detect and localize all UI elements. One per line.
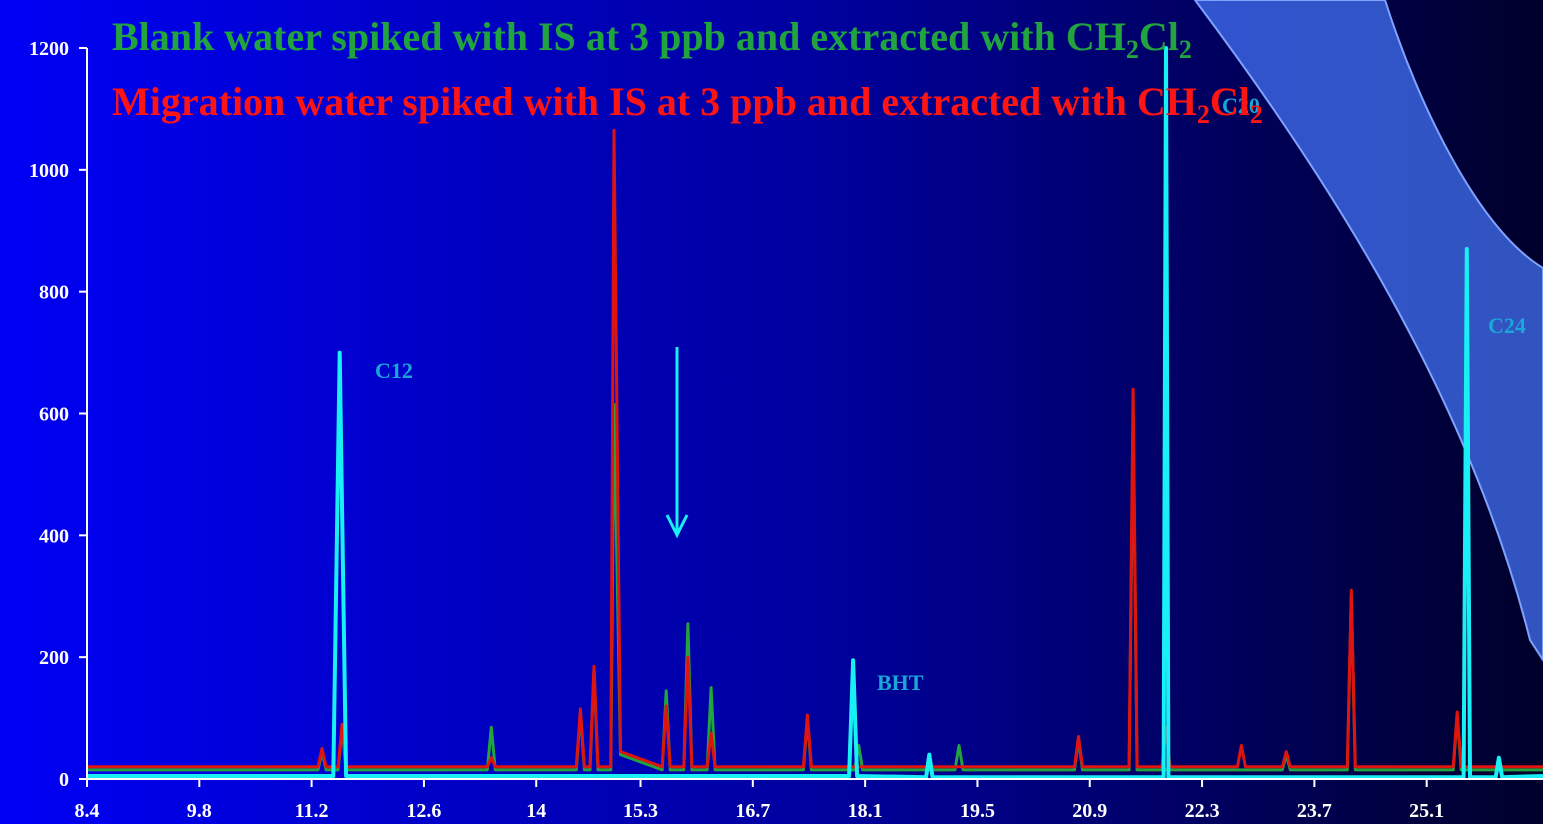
- x-tick-label: 23.7: [1297, 800, 1332, 822]
- annotation: BHT: [877, 670, 924, 695]
- title-subscript: 2: [1179, 35, 1192, 64]
- x-tick-label: 11.2: [295, 800, 329, 822]
- x-tick-label: 19.5: [960, 800, 995, 822]
- annotation: C12: [375, 358, 413, 383]
- title-subscript: 2: [1250, 100, 1263, 129]
- annotation: C24: [1488, 313, 1526, 338]
- series-line: [87, 128, 1543, 769]
- arrow-head: [665, 514, 689, 539]
- x-tick-label: 25.1: [1409, 800, 1444, 822]
- title-subscript: 2: [1126, 35, 1139, 64]
- x-tick-label: 15.3: [623, 800, 658, 822]
- y-tick-label: 400: [39, 525, 69, 547]
- x-tick-label: 16.7: [735, 800, 770, 822]
- y-tick-label: 200: [39, 647, 69, 669]
- plot-area: [87, 46, 1543, 780]
- chart-title: Blank water spiked with IS at 3 ppb and …: [112, 14, 1192, 64]
- title-text: Cl: [1139, 14, 1179, 59]
- chart-title: Migration water spiked with IS at 3 ppb …: [112, 79, 1263, 129]
- title-text: Blank water spiked with IS at 3 ppb and …: [112, 14, 1126, 59]
- x-tick-label: 14: [526, 800, 546, 822]
- title-text: Migration water spiked with IS at 3 ppb …: [112, 79, 1197, 124]
- y-tick-label: 1200: [29, 38, 69, 60]
- series-line: [87, 46, 1543, 780]
- annotation: C20: [1222, 93, 1260, 118]
- title-subscript: 2: [1197, 100, 1210, 129]
- y-tick-label: 1000: [29, 160, 69, 182]
- title-text: Cl: [1210, 79, 1250, 124]
- y-tick-label: 800: [39, 282, 69, 304]
- x-tick-label: 12.6: [406, 800, 441, 822]
- y-tick-label: 0: [59, 769, 69, 791]
- y-tick-label: 600: [39, 404, 69, 426]
- x-tick-label: 18.1: [848, 800, 883, 822]
- x-tick-label: 9.8: [187, 800, 212, 822]
- x-tick-label: 20.9: [1072, 800, 1107, 822]
- x-tick-label: 8.4: [75, 800, 100, 822]
- decor-swoosh: [1193, 0, 1543, 662]
- x-tick-label: 22.3: [1185, 800, 1220, 822]
